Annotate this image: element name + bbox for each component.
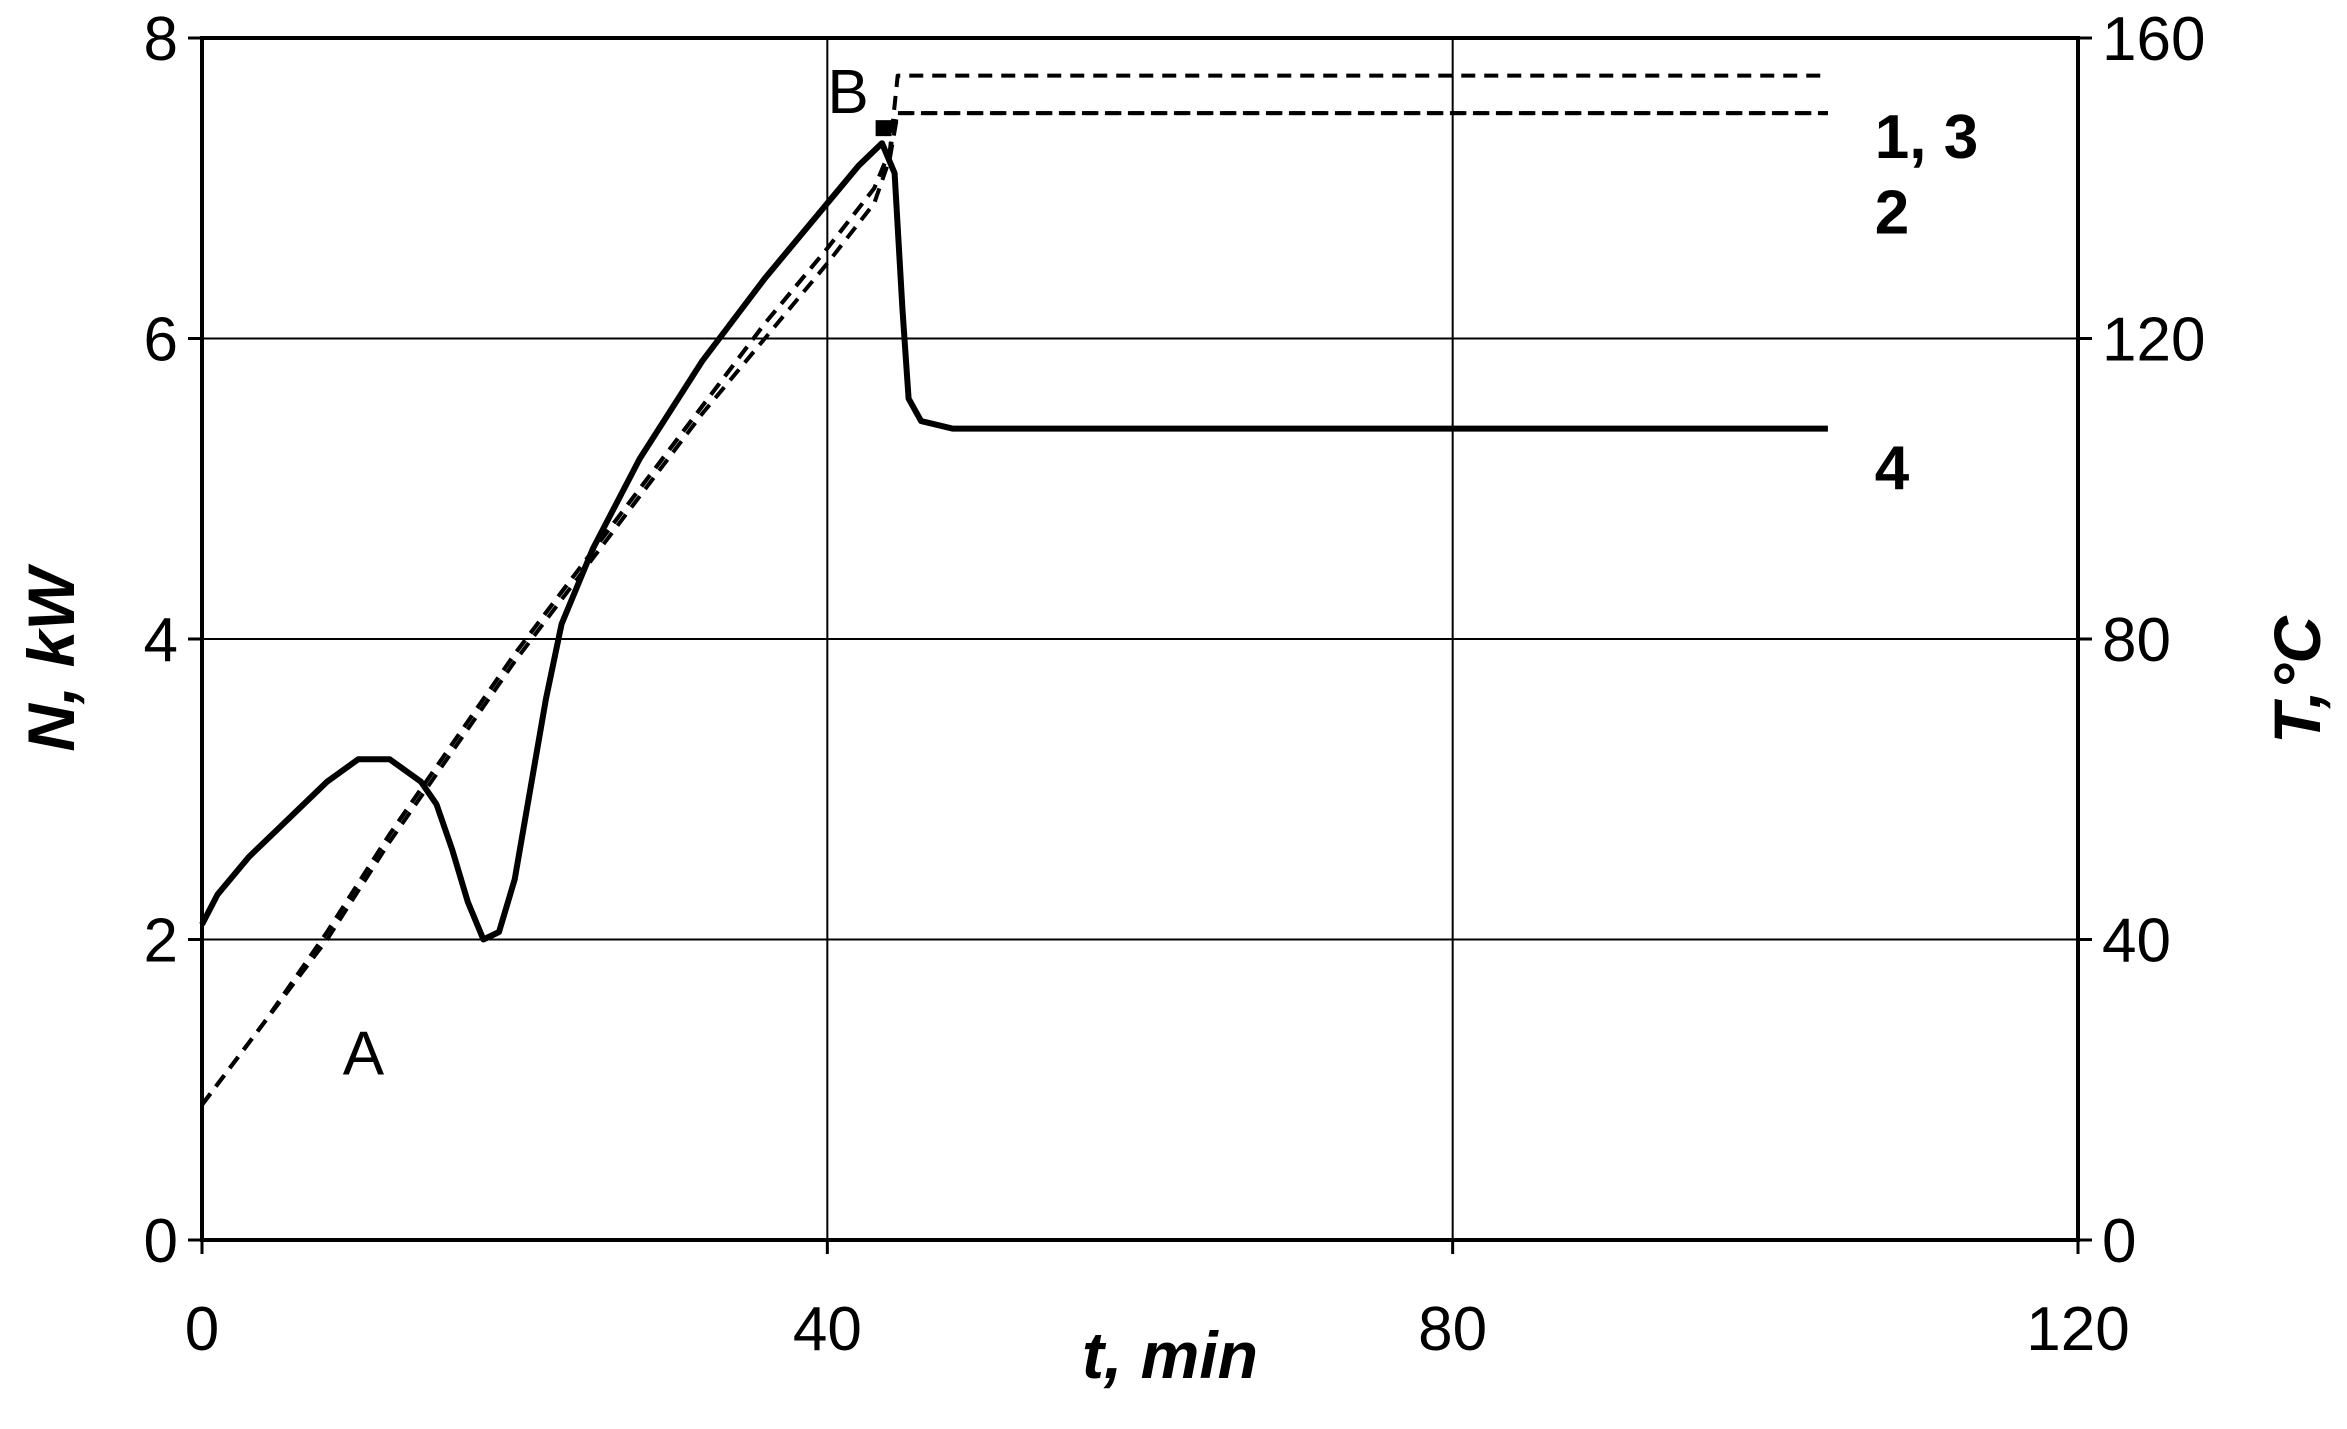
y-tick-label: 6	[144, 306, 178, 375]
y2-axis-title: T,°C	[2260, 615, 2334, 744]
y-axis-title: N, kW	[14, 564, 88, 752]
x-tick-label: 120	[2026, 1295, 2129, 1364]
point-b-marker	[875, 120, 892, 137]
y-tick-label: 4	[144, 606, 178, 675]
annotation-1-3: 1, 3	[1875, 103, 1978, 172]
grid-layer	[202, 38, 2078, 1240]
x-tick-label: 40	[793, 1295, 862, 1364]
annotation-2: 2	[1875, 178, 1909, 247]
series-line-3	[200, 111, 1828, 1107]
x-tick-label: 0	[185, 1295, 219, 1364]
y2-tick-label: 120	[2102, 306, 2205, 375]
x-tick-label: 80	[1418, 1295, 1487, 1364]
y2-tick-label: 40	[2102, 907, 2171, 976]
series-layer	[199, 73, 1828, 1107]
annotation-a: A	[343, 1020, 385, 1089]
annotation-b: B	[827, 58, 868, 127]
y-tick-label: 8	[144, 5, 178, 74]
y2-tick-label: 0	[2102, 1207, 2136, 1276]
annotations: A B 1, 32 4	[343, 58, 1978, 1089]
y2-tick-label: 160	[2102, 5, 2205, 74]
y2-tick-label: 80	[2102, 606, 2171, 675]
tick-marks	[188, 36, 2092, 1254]
series-line-2	[200, 111, 1828, 1107]
x-axis-title: t, min	[1082, 1318, 1258, 1392]
y-tick-label: 0	[144, 1207, 178, 1276]
annotation-4: 4	[1875, 434, 1910, 503]
y-tick-label: 2	[144, 907, 178, 976]
series-line-1	[200, 73, 1828, 1107]
series-line-4	[199, 140, 1828, 943]
